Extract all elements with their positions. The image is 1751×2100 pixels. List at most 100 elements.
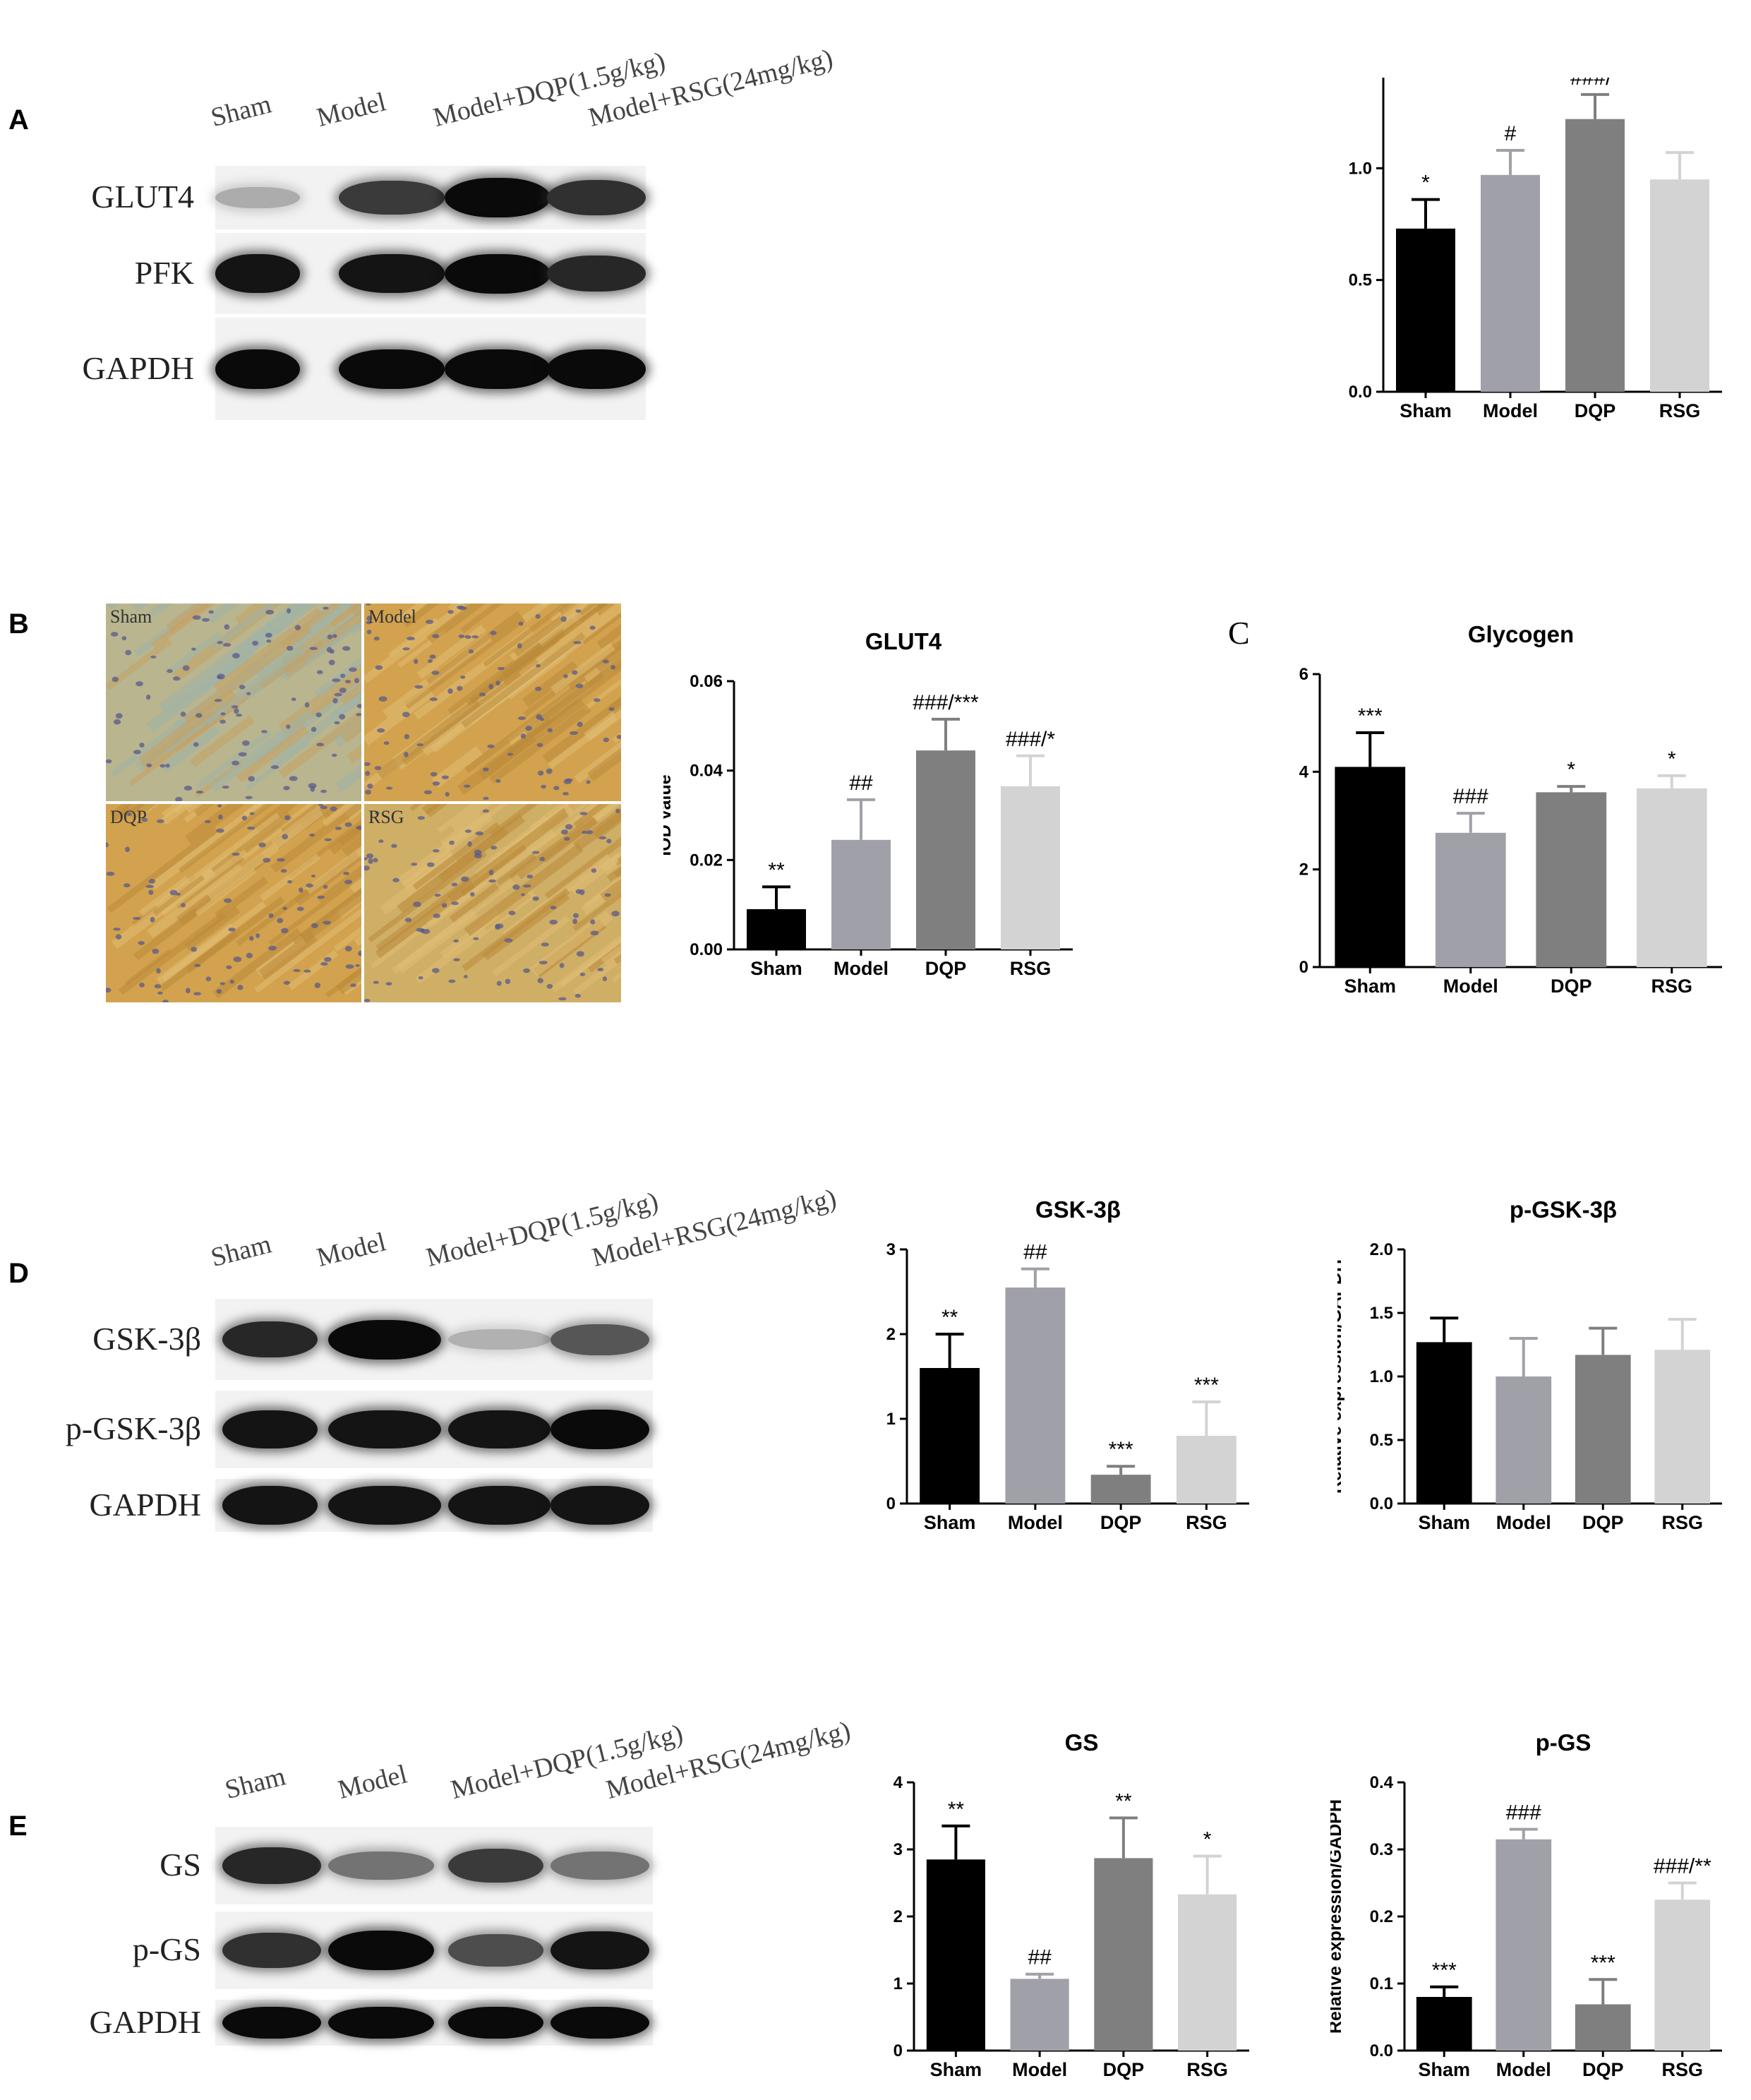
micrograph-label-sham: Sham xyxy=(110,606,152,627)
x-tick-label: Model xyxy=(1008,1512,1063,1533)
bar-chart-e-pgs: p-GS Relative expression/GADPH 0.0 0.1 0.2 0.… xyxy=(1330,1729,1722,2080)
x-tick-label: Sham xyxy=(1344,976,1396,997)
chart-title: GLUT4 xyxy=(865,628,942,654)
blot-band xyxy=(448,1848,543,1883)
bar-model xyxy=(1496,1839,1552,2051)
x-tick-label: Model xyxy=(1496,1512,1551,1533)
blot-band xyxy=(448,1410,550,1449)
x-tick-label: RSG xyxy=(1186,2059,1228,2080)
chart-title: p-GS xyxy=(1536,1729,1591,1756)
y-tick-label: 0.0 xyxy=(1349,383,1372,402)
y-tick-label: 0.2 xyxy=(1370,1907,1393,1926)
significance-label: *** xyxy=(1358,704,1383,728)
bar-rsg xyxy=(1636,788,1707,967)
blot-band xyxy=(222,1486,318,1525)
x-tick-label: Model xyxy=(834,958,889,979)
bar-chart-c-glycogen: Glycogenmg/g0246Sham***Model###DQP*RSG* xyxy=(1299,621,1722,997)
x-tick-label: Sham xyxy=(1418,2059,1470,2080)
blot-band xyxy=(448,2007,543,2039)
blot-band xyxy=(550,1931,649,1970)
y-tick-label: 6 xyxy=(1299,665,1308,684)
panel-label-b: B xyxy=(8,608,29,640)
blot-band xyxy=(222,1321,318,1358)
significance-label: ## xyxy=(1028,1946,1052,1969)
chart-title: Glycogen xyxy=(1468,621,1574,647)
significance-label: * xyxy=(1421,172,1430,195)
significance-label: *** xyxy=(1109,1438,1133,1461)
bar-model xyxy=(831,839,891,949)
bar-model xyxy=(1496,1376,1552,1504)
blot-band xyxy=(445,253,550,294)
y-tick-label: 2.0 xyxy=(1370,1240,1393,1259)
bar-rsg xyxy=(1654,1350,1711,1504)
blot-band xyxy=(547,180,646,215)
blot-band xyxy=(550,1486,649,1525)
blot-band xyxy=(222,1847,321,1884)
x-tick-label: RSG xyxy=(1010,958,1052,979)
micrograph-tile-sham: Sham xyxy=(106,604,361,801)
y-tick-label: 4 xyxy=(1299,762,1309,781)
blot-lane-label: Model xyxy=(313,87,390,133)
micrograph-tile-rsg: RSG xyxy=(364,804,621,1002)
blot-lane-label: Sham xyxy=(207,1229,275,1273)
bar-dqp xyxy=(1090,1475,1151,1504)
significance-label: * xyxy=(1668,748,1676,771)
bar-model xyxy=(1481,174,1540,392)
bar-rsg xyxy=(1650,179,1709,392)
blot-band xyxy=(448,1934,543,1967)
significance-label: ###/*** xyxy=(913,691,979,714)
x-tick-label: Sham xyxy=(1400,400,1452,421)
x-tick-label: Sham xyxy=(750,958,802,979)
y-tick-label: 0.0 xyxy=(1370,1494,1393,1513)
x-tick-label: RSG xyxy=(1661,1512,1703,1533)
x-tick-label: DQP xyxy=(1582,1512,1624,1533)
significance-label: ** xyxy=(941,1306,958,1329)
x-tick-label: DQP xyxy=(925,958,967,979)
y-tick-label: 0.00 xyxy=(690,940,723,959)
bar-dqp xyxy=(1565,119,1625,392)
blot-band xyxy=(550,1324,649,1355)
bar-model xyxy=(1005,1288,1066,1504)
y-tick-label: 0.4 xyxy=(1370,1773,1394,1792)
blot-band xyxy=(547,255,646,292)
x-tick-label: RSG xyxy=(1659,400,1701,421)
blot-band xyxy=(215,186,300,209)
bar-sham xyxy=(926,1859,985,2051)
bar-sham xyxy=(1335,767,1406,967)
chart-title: GSK-3β xyxy=(1035,1196,1121,1223)
y-tick-label: 1.0 xyxy=(1370,1367,1393,1386)
y-tick-label: 1 xyxy=(893,1974,903,1993)
blot-band xyxy=(445,349,550,389)
y-tick-label: 0.5 xyxy=(1349,271,1372,290)
bar-model xyxy=(1435,832,1506,967)
blot-row-label: p-GSK-3β xyxy=(65,1410,201,1446)
y-tick-label: 1.5 xyxy=(1370,1304,1393,1323)
blot-band xyxy=(328,1931,434,1970)
y-tick-label: 1 xyxy=(886,1410,896,1429)
y-tick-label: 0.02 xyxy=(690,851,723,870)
x-tick-label: DQP xyxy=(1551,976,1592,997)
significance-label: ** xyxy=(768,858,785,882)
blot-band xyxy=(550,1852,649,1880)
x-tick-label: Sham xyxy=(1418,1512,1470,1533)
panel-label-d: D xyxy=(8,1258,29,1289)
y-tick-label: 0.5 xyxy=(1370,1431,1393,1450)
blot-band xyxy=(339,349,445,389)
bar-chart-b-glut4: GLUT4 IOD value 0.00 0.02 0.04 0.06 Sham ** Mode… xyxy=(663,628,1073,979)
y-tick-label: 0.0 xyxy=(1370,2041,1393,2060)
significance-label: *** xyxy=(1432,1959,1457,1982)
blot-lane-label: Model xyxy=(335,1759,411,1806)
blot-band xyxy=(222,2007,321,2039)
x-tick-label: Model xyxy=(1443,976,1498,997)
y-tick-label: 2 xyxy=(1299,860,1308,880)
micrograph-label-model: Model xyxy=(368,606,416,627)
micrograph-tile-dqp: DQP xyxy=(106,804,361,1002)
y-tick-label: 1.0 xyxy=(1349,159,1372,178)
blot-band xyxy=(550,1410,649,1449)
blot-band xyxy=(445,178,550,217)
western-blot-d: Sham Model Model+DQP(1.5g/kg) Model+RSG(24m… xyxy=(66,1183,839,1532)
significance-label: ## xyxy=(1023,1241,1047,1264)
blot-band xyxy=(448,1486,550,1525)
